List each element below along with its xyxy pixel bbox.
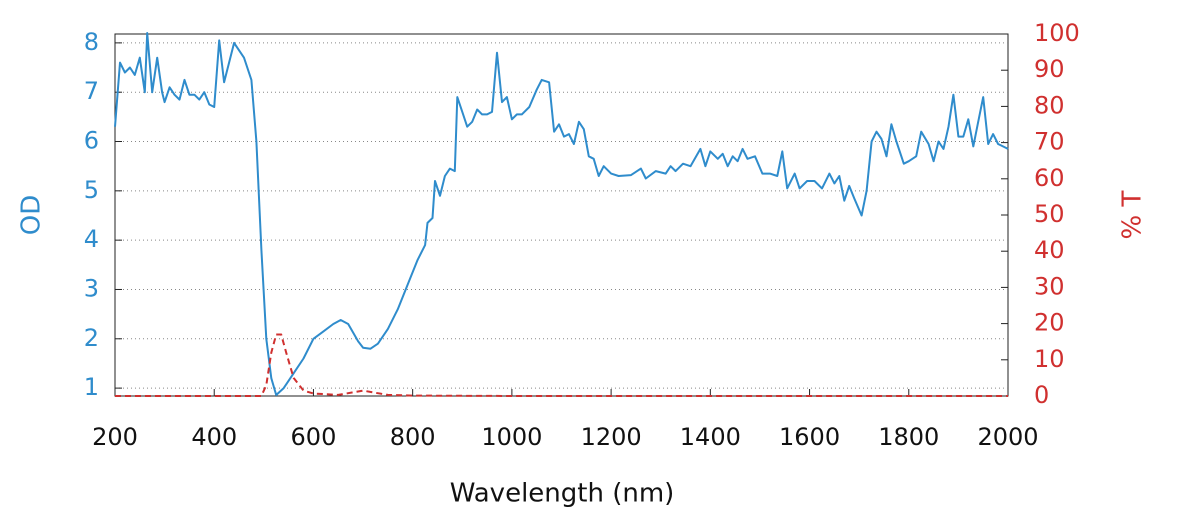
series-line (115, 333, 1008, 397)
plot-frame (114, 33, 1009, 397)
y2-tick-label: 10 (1034, 345, 1065, 373)
y-tick-label: 2 (84, 324, 99, 352)
y-tick-label: 4 (84, 225, 99, 253)
y2-tick-label: 40 (1034, 236, 1065, 264)
series-line (114, 32, 1009, 396)
x-tick-label: 400 (191, 423, 237, 451)
y-tick-label: 6 (84, 127, 99, 155)
y2-tick-label: 50 (1034, 200, 1065, 228)
x-tick-label: 200 (92, 423, 138, 451)
x-tick-label: 1000 (481, 423, 542, 451)
y-tick-label: 3 (84, 274, 99, 302)
x-tick-label: 800 (390, 423, 436, 451)
y2-tick-label: 0 (1034, 381, 1049, 409)
y2-tick-label: 20 (1034, 309, 1065, 337)
y2-tick-label: 30 (1034, 272, 1065, 300)
x-tick-label: 600 (291, 423, 337, 451)
y-tick-label: 5 (84, 176, 99, 204)
y2-tick-label: 100 (1034, 19, 1080, 47)
y-tick-label: 7 (84, 77, 99, 105)
y-tick-label: 1 (84, 373, 99, 401)
x-tick-label: 1400 (680, 423, 741, 451)
y2-tick-label: 70 (1034, 128, 1065, 156)
y-axis-label: OD (17, 195, 47, 236)
y2-axis-label: % T (1118, 190, 1148, 239)
y2-tick-label: 60 (1034, 164, 1065, 192)
y2-tick-label: 90 (1034, 55, 1065, 83)
x-tick-label: 1200 (581, 423, 642, 451)
x-tick-label: 2000 (977, 423, 1038, 451)
x-tick-label: 1800 (878, 423, 939, 451)
y-tick-label: 8 (84, 28, 99, 56)
x-tick-label: 1600 (779, 423, 840, 451)
x-axis-label: Wavelength (nm) (450, 479, 675, 509)
y2-tick-label: 80 (1034, 91, 1065, 119)
